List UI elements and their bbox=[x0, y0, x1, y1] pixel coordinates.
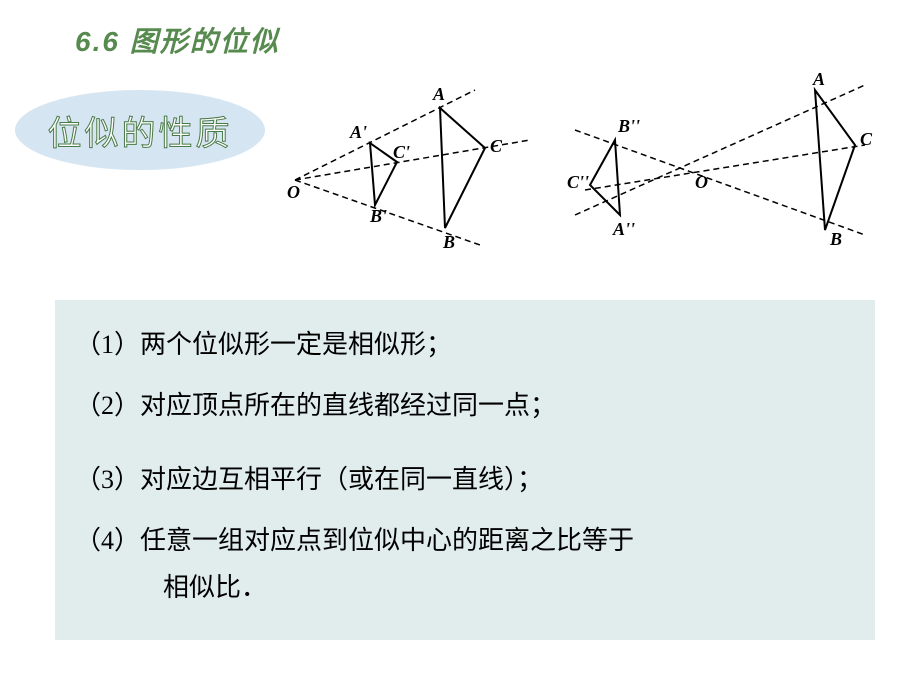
left-diagram: O A' B' C' A B C bbox=[287, 84, 530, 252]
label-B-right: B bbox=[829, 229, 842, 249]
similarity-diagram: O A' B' C' A B C O A'' B'' C'' A B bbox=[285, 70, 905, 270]
diagram-area: O A' B' C' A B C O A'' B'' C'' A B bbox=[285, 70, 905, 270]
topic-badge: 位似的性质 bbox=[15, 90, 265, 170]
section-title: 6.6 图形的位似 bbox=[75, 20, 280, 60]
label-A-right: A bbox=[812, 70, 825, 89]
right-diagram: O A'' B'' C'' A B C bbox=[567, 70, 873, 249]
label-B-left: B bbox=[442, 232, 455, 252]
property-4b: 相似比． bbox=[75, 568, 855, 607]
label-A-left: A bbox=[432, 84, 445, 104]
label-Bp: B' bbox=[369, 206, 387, 226]
label-C-right: C bbox=[860, 129, 873, 149]
label-O-right: O bbox=[695, 172, 708, 192]
label-O-left: O bbox=[287, 182, 300, 202]
property-3: （3）对应边互相平行（或在同一直线）； bbox=[75, 460, 855, 499]
property-4a: （4）任意一组对应点到位似中心的距离之比等于 bbox=[75, 521, 855, 560]
label-Ap: A' bbox=[349, 122, 367, 142]
property-2: （2）对应顶点所在的直线都经过同一点； bbox=[75, 386, 855, 425]
label-C-left: C bbox=[490, 136, 503, 156]
badge-text: 位似的性质 bbox=[48, 106, 233, 155]
label-Cp: C' bbox=[393, 142, 410, 162]
properties-box: （1）两个位似形一定是相似形； （2）对应顶点所在的直线都经过同一点； （3）对… bbox=[55, 300, 875, 640]
property-1: （1）两个位似形一定是相似形； bbox=[75, 325, 855, 364]
label-Bpp: B'' bbox=[617, 116, 640, 136]
title-text: 6.6 图形的位似 bbox=[75, 26, 280, 57]
label-Cpp: C'' bbox=[567, 172, 589, 192]
label-App: A'' bbox=[612, 219, 635, 239]
